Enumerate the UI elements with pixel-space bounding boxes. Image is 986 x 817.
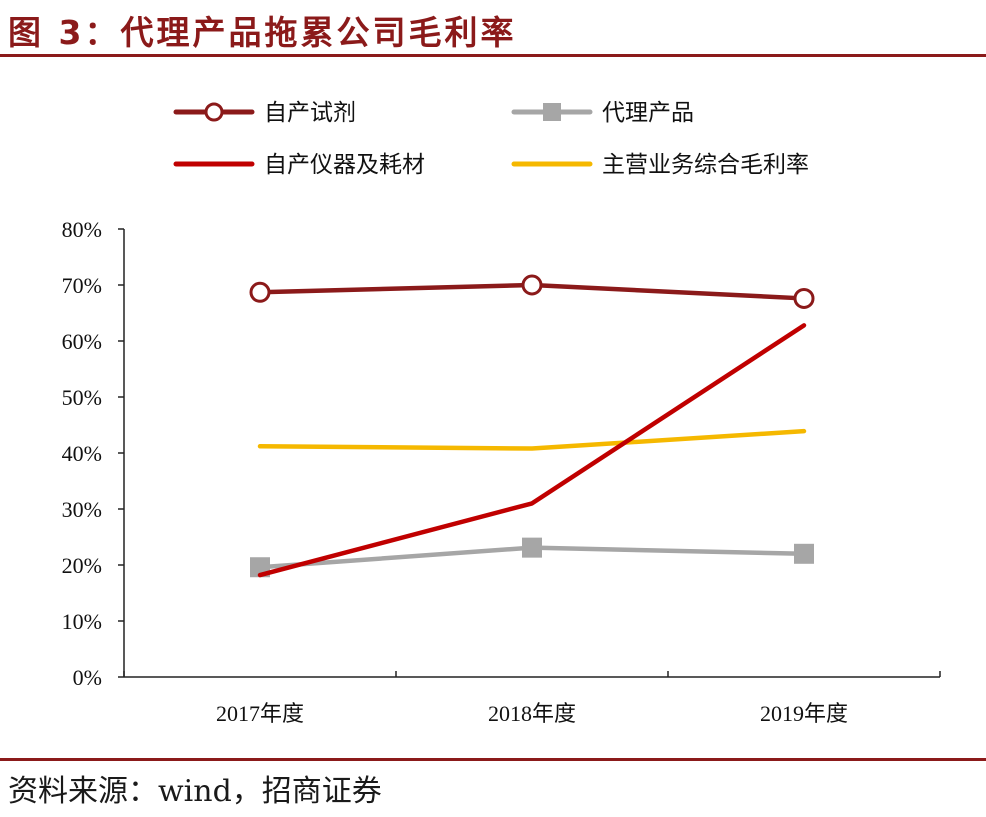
y-tick-label: 20% <box>62 553 102 578</box>
y-tick-label: 0% <box>73 665 102 690</box>
source-note: 资料来源：wind，招商证券 <box>8 774 382 809</box>
y-tick-label: 50% <box>62 385 102 410</box>
series-group <box>249 274 815 578</box>
data-point <box>794 543 814 564</box>
data-point <box>521 274 543 296</box>
data-point <box>249 281 271 303</box>
y-tick-label: 10% <box>62 609 102 634</box>
x-tick-label: 2018年度 <box>488 701 576 726</box>
y-tick-label: 80% <box>62 217 102 242</box>
legend-label: 代理产品 <box>602 100 694 126</box>
legend-item-2: 自产仪器及耗材 <box>173 152 425 178</box>
axes: 0% 10% 20% 30% 40% 50% 60% 70% 80% 2017年度 2018年度 20… <box>62 217 941 726</box>
bottom-rule <box>0 758 986 761</box>
x-tick-label: 2019年度 <box>760 701 848 726</box>
y-tick-label: 40% <box>62 441 102 466</box>
series-line <box>257 428 807 451</box>
legend-label: 自产仪器及耗材 <box>264 152 425 178</box>
legend-item-0: 自产试剂 <box>173 100 356 126</box>
legend-label: 主营业务综合毛利率 <box>602 152 809 178</box>
legend-marker <box>543 103 561 121</box>
legend-item-1: 代理产品 <box>511 100 694 126</box>
legend-label: 自产试剂 <box>264 100 356 126</box>
title-bar: 图 3：代理产品拖累公司毛利率 <box>0 0 986 58</box>
data-point <box>522 537 542 558</box>
series-0 <box>249 274 815 309</box>
figure-title: 图 3：代理产品拖累公司毛利率 <box>8 13 517 52</box>
series-2 <box>257 323 807 578</box>
y-tick-label: 70% <box>62 273 102 298</box>
x-tick-label: 2017年度 <box>216 701 304 726</box>
series-3 <box>257 428 807 451</box>
legend-marker <box>204 102 224 122</box>
series-1 <box>250 537 814 578</box>
data-point <box>793 287 815 309</box>
y-tick-label: 60% <box>62 329 102 354</box>
top-rule <box>0 54 986 57</box>
legend-item-3: 主营业务综合毛利率 <box>511 152 809 178</box>
y-tick-label: 30% <box>62 497 102 522</box>
series-line <box>257 323 807 578</box>
